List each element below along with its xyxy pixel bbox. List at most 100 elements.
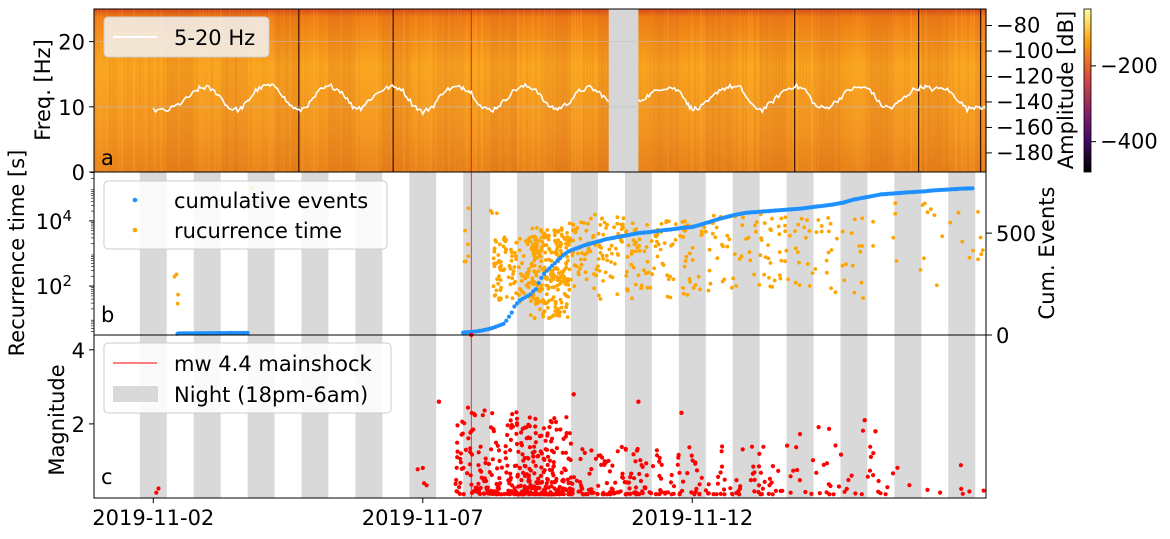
magnitude-point xyxy=(455,440,460,445)
spectrogram-texture xyxy=(727,9,729,172)
spectrogram-texture xyxy=(412,9,414,172)
magnitude-point xyxy=(514,431,519,436)
magnitude-point xyxy=(758,470,764,475)
recurrence-point xyxy=(824,270,829,275)
spectrogram-day-shade xyxy=(328,9,356,172)
recurrence-point xyxy=(844,262,848,267)
recurrence-point xyxy=(514,240,519,245)
magnitude-point xyxy=(749,444,755,449)
cumulative-point xyxy=(509,310,514,315)
recurrence-point xyxy=(527,236,531,241)
spectrogram-texture xyxy=(574,9,576,172)
spectrogram-texture xyxy=(880,9,882,172)
recurrence-point xyxy=(576,270,581,275)
recurrence-point xyxy=(700,232,704,237)
recurrence-point xyxy=(539,235,544,240)
magnitude-point xyxy=(553,419,559,425)
recurrence-point xyxy=(512,281,516,286)
spectrogram-texture xyxy=(877,9,879,172)
magnitude-point xyxy=(495,466,500,471)
magnitude-point xyxy=(156,486,161,491)
recurrence-point xyxy=(596,264,600,269)
recurrence-point xyxy=(740,223,745,228)
magnitude-point xyxy=(795,467,800,473)
recurrence-point xyxy=(653,244,658,249)
magnitude-point xyxy=(876,489,881,494)
magnitude-point xyxy=(526,456,531,461)
spectrogram-texture xyxy=(556,9,558,172)
magnitude-point xyxy=(788,490,793,495)
recurrence-point xyxy=(746,235,751,240)
spectrogram-texture xyxy=(733,9,735,172)
spectrogram-texture xyxy=(817,9,819,172)
recurrence-point xyxy=(680,220,685,224)
spectrogram-texture xyxy=(934,9,936,172)
spectrogram-texture xyxy=(268,9,270,172)
recurrence-point xyxy=(645,259,650,264)
spectrogram-texture xyxy=(841,9,843,172)
magnitude-point xyxy=(503,456,508,461)
recurrence-point xyxy=(604,226,608,230)
recurrence-point xyxy=(542,309,547,314)
spectrogram-texture xyxy=(340,9,342,172)
spectrogram-texture xyxy=(181,9,183,172)
recurrence-point xyxy=(562,292,567,296)
cumulative-point xyxy=(970,186,975,191)
magnitude-point xyxy=(587,471,592,476)
panel-a-ytick-label: 0 xyxy=(72,161,85,185)
recurrence-point xyxy=(596,257,601,261)
recurrence-point xyxy=(714,225,719,230)
spectrogram-texture xyxy=(487,9,489,172)
panel-c-night-band xyxy=(786,335,814,498)
recurrence-point xyxy=(807,229,812,233)
recurrence-point xyxy=(566,294,571,299)
spectrogram-texture xyxy=(121,9,123,172)
recurrence-point xyxy=(645,223,649,227)
recurrence-point xyxy=(537,239,541,243)
recurrence-point xyxy=(920,203,925,207)
spectrogram-texture xyxy=(289,9,291,172)
recurrence-point xyxy=(533,236,538,240)
spectrogram-texture xyxy=(820,9,822,172)
magnitude-point xyxy=(465,405,471,410)
spectrogram-texture xyxy=(310,9,312,172)
spectrogram-texture xyxy=(397,9,399,172)
spectrogram-texture xyxy=(601,9,603,172)
magnitude-point xyxy=(659,462,664,467)
panel-label-a: a xyxy=(101,146,114,170)
magnitude-point xyxy=(760,486,766,491)
magnitude-point xyxy=(478,444,483,449)
magnitude-point xyxy=(853,491,858,496)
magnitude-point xyxy=(588,489,594,494)
spectrogram-texture xyxy=(748,9,750,172)
recurrence-point xyxy=(529,299,533,303)
magnitude-point xyxy=(537,434,543,439)
magnitude-point xyxy=(960,491,965,496)
magnitude-point xyxy=(638,478,644,484)
magnitude-point xyxy=(551,460,556,465)
magnitude-point xyxy=(508,437,513,442)
magnitude-point xyxy=(536,476,541,481)
spectrogram-texture xyxy=(643,9,645,172)
panel-c-night-band xyxy=(894,335,922,498)
magnitude-point xyxy=(610,487,615,492)
recurrence-point xyxy=(588,249,593,254)
magnitude-point xyxy=(718,491,723,496)
magnitude-point xyxy=(865,474,870,479)
magnitude-point xyxy=(461,465,466,470)
magnitude-point xyxy=(721,487,727,492)
spectrogram-texture xyxy=(295,9,297,172)
recurrence-point xyxy=(741,215,745,220)
spectrogram-texture xyxy=(802,9,804,172)
recurrence-point xyxy=(561,276,565,281)
recurrence-point xyxy=(752,272,756,277)
spectrogram-texture xyxy=(367,9,369,172)
spectrogram-texture xyxy=(133,9,135,172)
magnitude-point xyxy=(504,470,509,475)
recurrence-point xyxy=(538,264,542,269)
recurrence-point xyxy=(753,229,758,234)
magnitude-point xyxy=(669,472,674,478)
magnitude-point xyxy=(770,464,776,469)
spectrogram-texture xyxy=(751,9,753,172)
spectrogram-texture xyxy=(250,9,252,172)
